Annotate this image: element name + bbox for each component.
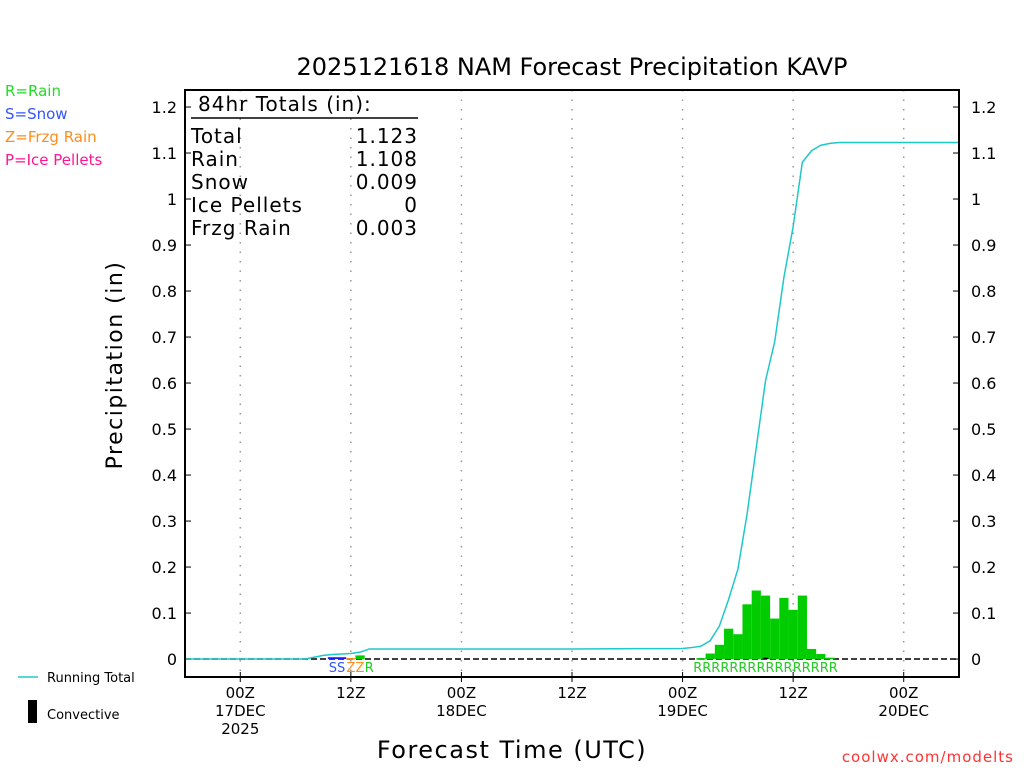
totals-label: Ice Pellets: [191, 193, 303, 217]
y-tick-label-left: 0.1: [152, 604, 177, 623]
x-tick-label: 00Z: [889, 684, 918, 702]
y-tick-label-right: 0.6: [971, 374, 996, 393]
y-axis-label: Precipitation (in): [103, 261, 128, 470]
plot-frame: [184, 89, 960, 678]
bar-rain: [733, 634, 743, 660]
totals-label: Snow: [191, 170, 249, 194]
chart-title: 2025121618 NAM Forecast Precipitation KA…: [297, 53, 848, 81]
bar-rain: [705, 653, 715, 660]
y-tick-label-right: 1: [971, 190, 981, 209]
x-tick-label: 20DEC: [878, 702, 929, 720]
x-tick-label: 17DEC: [215, 702, 266, 720]
y-tick-label-left: 0.7: [152, 328, 177, 347]
y-tick-label-right: 0.7: [971, 328, 996, 347]
x-tick-label: 19DEC: [657, 702, 708, 720]
x-tick-label: 12Z: [778, 684, 807, 702]
y-tick-label-right: 0.4: [971, 466, 996, 485]
y-tick-label-left: 0.2: [152, 558, 177, 577]
y-tick-label-right: 0.2: [971, 558, 996, 577]
bar-snow: [327, 657, 338, 660]
y-tick-label-left: 0: [167, 650, 177, 669]
precip-type-label: RRRRRRRRRRRRRRRR: [693, 661, 838, 676]
bar-rain: [788, 609, 798, 660]
y-tick-label-right: 0.5: [971, 420, 996, 439]
x-tick-label: 00Z: [447, 684, 476, 702]
totals-value: 0.003: [356, 216, 418, 240]
y-tick-label-left: 0.6: [152, 374, 177, 393]
precip-type-label: SS: [329, 661, 346, 676]
x-tick-label: 12Z: [557, 684, 586, 702]
legend-type-item: P=Ice Pellets: [5, 151, 102, 169]
x-tick-label: 2025: [221, 720, 259, 738]
y-tick-label-left: 1: [167, 190, 177, 209]
bar-rain: [797, 595, 807, 660]
convective-legend-label: Convective: [47, 708, 120, 723]
x-tick-label: 00Z: [226, 684, 255, 702]
y-tick-label-left: 0.8: [152, 282, 177, 301]
bar-rain: [355, 655, 365, 660]
credit-link[interactable]: coolwx.com/modelts: [842, 748, 1014, 766]
bar-rain: [760, 595, 771, 660]
bar-rain: [724, 628, 734, 660]
bar-rain: [751, 590, 761, 660]
totals-value: 0: [404, 193, 418, 217]
y-tick-label-left: 0.9: [152, 236, 177, 255]
bar-rain: [779, 597, 789, 660]
running-total-legend-label: Running Total: [47, 671, 135, 686]
legend-type-item: S=Snow: [5, 105, 68, 123]
y-tick-label-left: 0.5: [152, 420, 177, 439]
bar-rain: [770, 618, 780, 660]
bar-rain: [714, 644, 725, 660]
totals-label: Rain: [191, 147, 239, 171]
bar-rain: [816, 653, 826, 660]
x-tick-label: 18DEC: [436, 702, 487, 720]
y-tick-label-right: 0.1: [971, 604, 996, 623]
totals-box: 84hr Totals (in): Total 1.123 Rain 1.108 Snow…: [190, 92, 418, 240]
bar-rain: [742, 604, 752, 660]
x-axis-label: Forecast Time (UTC): [377, 736, 647, 764]
bar-rain: [806, 648, 817, 660]
running-total-line: [185, 141, 959, 660]
bar-convective: [762, 657, 769, 660]
bar-rain: [696, 658, 706, 660]
bar-frzg-rain: [346, 658, 356, 660]
totals-heading: 84hr Totals (in):: [198, 92, 372, 116]
y-tick-label-left: 0.4: [152, 466, 177, 485]
y-tick-label-right: 0.3: [971, 512, 996, 531]
y-tick-label-left: 1.2: [152, 98, 177, 117]
totals-value: 0.009: [356, 170, 418, 194]
precip-type-legend: R=Rain S=Snow Z=Frzg Rain P=Ice Pellets: [5, 82, 102, 169]
totals-value: 1.123: [356, 124, 418, 148]
legend-type-item: Z=Frzg Rain: [5, 128, 97, 146]
legend-type-item: R=Rain: [5, 82, 61, 100]
bar-rain: [825, 657, 835, 660]
totals-value: 1.108: [356, 147, 418, 171]
x-tick-label: 12Z: [336, 684, 365, 702]
precip-type-label: ZZ: [347, 661, 365, 676]
y-tick-label-right: 0: [971, 650, 981, 669]
y-tick-label-right: 0.8: [971, 282, 996, 301]
y-tick-label-left: 1.1: [152, 144, 177, 163]
y-tick-label-right: 1.1: [971, 144, 996, 163]
x-tick-label: 00Z: [668, 684, 697, 702]
totals-label: Total: [190, 124, 243, 148]
bar-snow: [337, 657, 347, 660]
y-tick-label-left: 0.3: [152, 512, 177, 531]
convective-legend-swatch: [28, 700, 37, 723]
bottom-legend: Running Total Convective: [18, 671, 135, 723]
totals-label: Frzg Rain: [191, 216, 292, 240]
y-tick-label-right: 0.9: [971, 236, 996, 255]
precip-type-label: R: [365, 661, 374, 676]
y-tick-label-right: 1.2: [971, 98, 996, 117]
